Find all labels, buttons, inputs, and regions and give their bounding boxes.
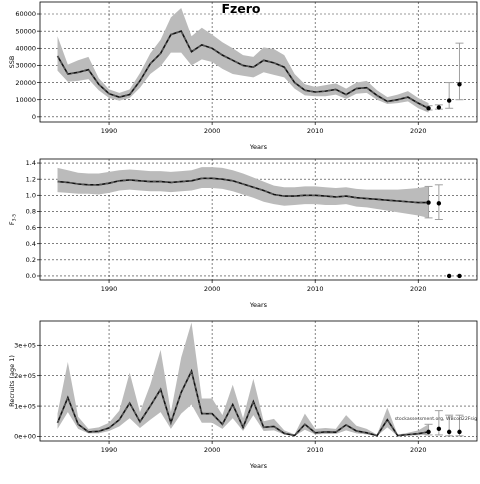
y-tick-label: 0.0 <box>26 272 36 280</box>
y-tick-label: 30000 <box>15 62 36 70</box>
panel-1: 1990 2000 2010 2020 0 10000 20000 30000 40000 500… <box>8 1 478 151</box>
forecast-point <box>446 429 452 435</box>
x-axis-label: Years <box>249 462 268 470</box>
estimate-line-dash <box>57 177 429 204</box>
y-tick-label: 10000 <box>15 96 36 104</box>
forecast-point <box>457 82 462 87</box>
y-axis-label-main: Recruits (age 1) <box>8 355 16 407</box>
y-axis-label: SSB <box>8 56 16 69</box>
x-tick-label: 2000 <box>204 127 221 135</box>
plot-frame <box>39 1 478 123</box>
x-tick-label: 2020 <box>410 285 427 293</box>
y-tick-label: 1.0 <box>26 192 36 200</box>
plot-frame <box>39 320 478 442</box>
confidence-band <box>57 167 429 218</box>
figure-title: Fzero <box>221 1 260 16</box>
x-axis-label: Years <box>249 301 268 309</box>
x-tick-label: 2010 <box>307 127 324 135</box>
forecast-point <box>436 201 442 206</box>
forecast-point <box>446 273 452 279</box>
panels: 1990 2000 2010 2020 0 10000 20000 30000 40000 500… <box>8 1 478 470</box>
x-tick-label: 1990 <box>101 127 118 135</box>
y-tick-label: 60000 <box>15 10 36 18</box>
forecast-point <box>426 200 431 205</box>
forecast-point <box>446 98 452 103</box>
confidence-band <box>57 8 429 113</box>
x-axis-label: Years <box>249 143 268 151</box>
plot-frame <box>39 158 478 281</box>
forecast-point <box>436 426 442 432</box>
y-tick-label: 0e+00 <box>14 433 36 441</box>
x-tick-label: 1990 <box>101 446 118 454</box>
x-tick-label: 2010 <box>307 446 324 454</box>
estimate-line-dash <box>56 30 429 110</box>
x-tick-label: 1990 <box>101 285 118 293</box>
x-tick-label: 2000 <box>204 285 221 293</box>
estimate-line-dash <box>56 368 429 437</box>
confidence-band <box>57 322 429 436</box>
forecast-point <box>426 106 431 111</box>
y-axis-label: Recruits (age 1) <box>8 355 16 407</box>
watermark: stockassessment.org, WBcod22Fsig <box>395 416 477 422</box>
y-axis-label: F3-5 <box>8 214 18 225</box>
forecast-point <box>457 429 462 435</box>
forecast-point <box>436 105 442 110</box>
y-tick-label: 20000 <box>15 79 36 87</box>
y-tick-label: 1.2 <box>26 175 36 183</box>
y-tick-label: 0 <box>32 113 36 121</box>
y-axis-label-main: F <box>8 221 16 225</box>
y-tick-label: 3e+05 <box>14 342 36 350</box>
y-tick-label: 1e+05 <box>14 402 36 410</box>
y-axis-label-sub: 3-5 <box>12 214 18 222</box>
y-tick-label: 2e+05 <box>14 372 36 380</box>
x-tick-label: 2000 <box>204 446 221 454</box>
panel-2: 1990 2000 2010 2020 0.0 0.2 0.4 0.6 0.8 1.0 1.2 1.4… <box>8 158 478 309</box>
y-tick-label: 1.4 <box>26 159 36 167</box>
y-axis-label-main: SSB <box>8 56 16 69</box>
y-tick-label: 50000 <box>15 27 36 35</box>
forecast-point <box>457 273 462 279</box>
forecast-point <box>426 429 431 435</box>
y-tick-label: 0.6 <box>26 224 36 232</box>
x-tick-label: 2020 <box>410 127 427 135</box>
x-tick-label: 2010 <box>307 285 324 293</box>
x-tick-label: 2020 <box>410 446 427 454</box>
y-tick-label: 0.2 <box>26 256 36 264</box>
panel-3: 1990 2000 2010 2020 0e+00 1e+05 2e+05 3e+05 Year… <box>8 320 478 470</box>
y-tick-label: 40000 <box>15 44 36 52</box>
y-tick-label: 0.8 <box>26 208 36 216</box>
y-tick-label: 0.4 <box>26 240 36 248</box>
